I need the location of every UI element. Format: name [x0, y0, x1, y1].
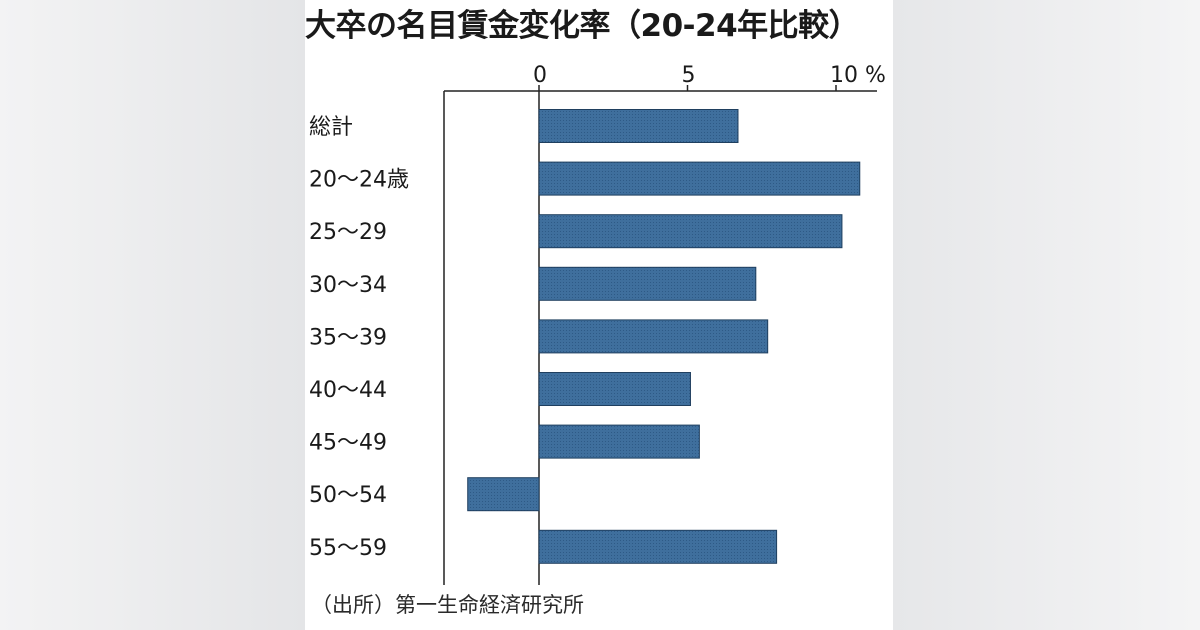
- bar: [538, 109, 739, 143]
- category-label: 55～59: [309, 536, 387, 561]
- background-left: [0, 0, 305, 630]
- bar: [538, 214, 843, 249]
- category-label: 40～44: [309, 378, 387, 403]
- bar: [538, 529, 778, 564]
- chart-card: 大卒の名目賃金変化率（20-24年比較） 0 5 10 % 総計 20～24歳 25～2…: [305, 0, 893, 630]
- category-label: 35～39: [309, 325, 387, 350]
- chart-title: 大卒の名目賃金変化率（20-24年比較）: [305, 8, 860, 44]
- bar-series: [467, 109, 861, 564]
- bar: [538, 372, 691, 406]
- bar: [538, 266, 757, 301]
- background-right: [893, 0, 1200, 630]
- source-note: （出所）第一生命経済研究所: [311, 593, 584, 617]
- bar-chart: 0 5 10 % 総計 20～24歳 25～29 30～34 35～39 40～44 45～49…: [309, 63, 886, 585]
- category-label: 30～34: [309, 273, 387, 298]
- bar: [467, 477, 540, 512]
- bar: [538, 424, 700, 459]
- category-labels: 総計 20～24歳 25～29 30～34 35～39 40～44 45～49 50～54 55…: [309, 115, 409, 561]
- bar: [538, 161, 861, 196]
- category-label: 総計: [309, 115, 353, 140]
- category-label: 20～24歳: [309, 168, 409, 193]
- x-tick-label: 5: [682, 63, 696, 88]
- category-label: 45～49: [309, 431, 387, 456]
- x-tick-label: 0: [533, 63, 547, 88]
- bar: [538, 319, 769, 354]
- category-label: 25～29: [309, 220, 387, 245]
- x-tick-label: 10 %: [830, 63, 886, 88]
- category-label: 50～54: [309, 483, 387, 508]
